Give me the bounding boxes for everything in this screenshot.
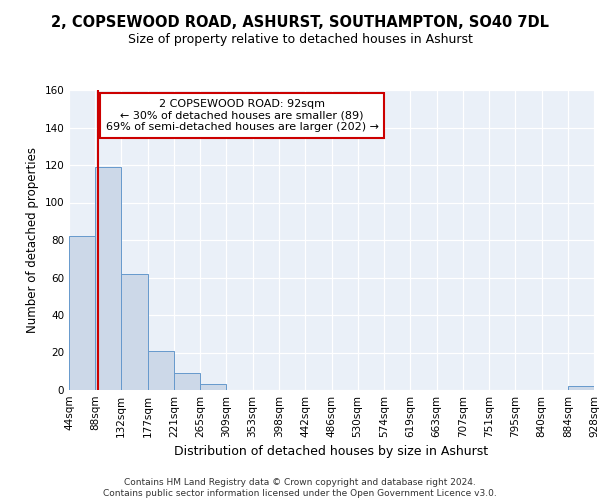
Text: Size of property relative to detached houses in Ashurst: Size of property relative to detached ho… (128, 32, 472, 46)
Text: 2, COPSEWOOD ROAD, ASHURST, SOUTHAMPTON, SO40 7DL: 2, COPSEWOOD ROAD, ASHURST, SOUTHAMPTON,… (51, 15, 549, 30)
X-axis label: Distribution of detached houses by size in Ashurst: Distribution of detached houses by size … (175, 446, 488, 458)
Bar (174, 373, 200, 390)
Bar (200, 384, 226, 390)
Bar (69, 236, 95, 390)
Bar (568, 386, 594, 390)
Y-axis label: Number of detached properties: Number of detached properties (26, 147, 39, 333)
Text: Contains HM Land Registry data © Crown copyright and database right 2024.
Contai: Contains HM Land Registry data © Crown c… (103, 478, 497, 498)
Bar (121, 274, 148, 390)
Bar (95, 167, 121, 390)
Bar (148, 350, 174, 390)
Text: 2 COPSEWOOD ROAD: 92sqm
← 30% of detached houses are smaller (89)
69% of semi-de: 2 COPSEWOOD ROAD: 92sqm ← 30% of detache… (106, 99, 379, 132)
